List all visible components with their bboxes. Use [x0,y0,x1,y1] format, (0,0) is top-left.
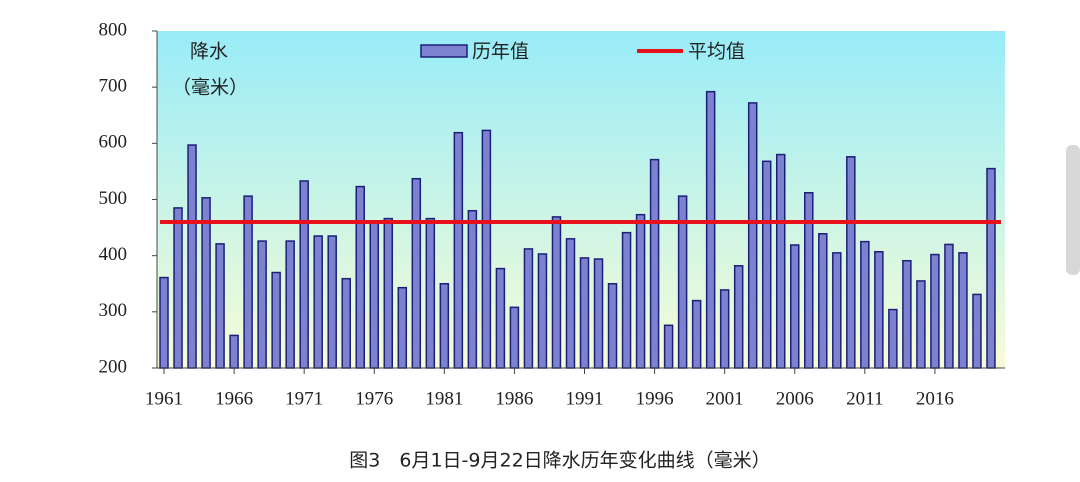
bar [916,280,926,369]
bar [663,324,674,369]
legend-swatch [420,44,468,58]
bar [495,267,506,369]
y-tick-label: 400 [99,244,128,265]
x-tick-label: 1976 [355,388,393,409]
bar [621,231,632,369]
bar [313,235,323,369]
bar [467,209,478,369]
y-tick-label: 200 [99,356,128,377]
y-label: （毫米） [172,77,248,99]
legend-label: 历年值 [472,41,529,63]
bar [257,240,267,369]
bar [551,216,562,369]
bar [355,185,365,369]
bar [958,252,968,369]
x-tick-label: 1966 [215,388,253,409]
bar [860,240,870,369]
y-tick-label: 700 [99,76,128,97]
x-tick-label: 1961 [145,388,183,409]
bar [747,102,758,369]
bar [579,257,590,369]
bar [635,213,646,369]
bar [397,286,408,369]
bar [341,277,351,369]
x-tick-label: 2006 [776,388,814,409]
bar [411,177,422,369]
bar [271,271,281,369]
bar [930,253,940,369]
y-tick-label: 800 [99,19,128,40]
x-tick-label: 2016 [916,388,954,409]
bar [719,289,730,369]
bar [299,180,309,369]
bar [649,158,660,369]
bar [523,248,534,369]
y-label: 降水 [190,41,228,63]
bar [902,259,912,369]
bar [832,252,842,369]
x-tick-label: 2011 [846,388,883,409]
bar [818,233,828,369]
x-tick-label: 1986 [495,388,533,409]
bar [159,276,169,369]
y-tick-label: 500 [99,188,128,209]
bar [453,131,464,369]
scrollbar [1066,145,1080,275]
bar [733,265,744,369]
bar [369,220,380,369]
bar [565,238,576,369]
bar [481,129,492,369]
bar [846,156,856,369]
bar [509,306,520,369]
bar [775,153,786,369]
bar [790,244,800,369]
bar [944,243,954,369]
bar [327,235,337,369]
bar [888,308,898,369]
bar [425,217,436,369]
bar [691,299,702,369]
bar [874,250,884,369]
bar [285,240,295,369]
x-tick-label: 1981 [425,388,463,409]
bar [537,253,548,369]
legend-label: 平均值 [688,41,745,63]
x-tick-label: 1971 [285,388,323,409]
bar [972,293,982,369]
y-tick-label: 600 [99,132,128,153]
x-tick-label: 2001 [706,388,744,409]
bar [804,192,814,369]
bar [215,243,225,369]
caption: 图3 6月1日-9月22日降水历年变化曲线（毫米） [349,450,770,472]
x-tick-label: 1996 [636,388,674,409]
bar [229,334,239,369]
x-tick-label: 1991 [566,388,604,409]
bar [705,90,716,369]
bar [173,207,183,369]
bar [761,160,772,369]
bar [187,144,197,369]
y-tick-label: 300 [99,300,128,321]
bar [593,258,604,369]
bar [986,167,996,369]
bar [439,283,450,369]
bar [383,217,394,369]
bar [607,283,618,369]
